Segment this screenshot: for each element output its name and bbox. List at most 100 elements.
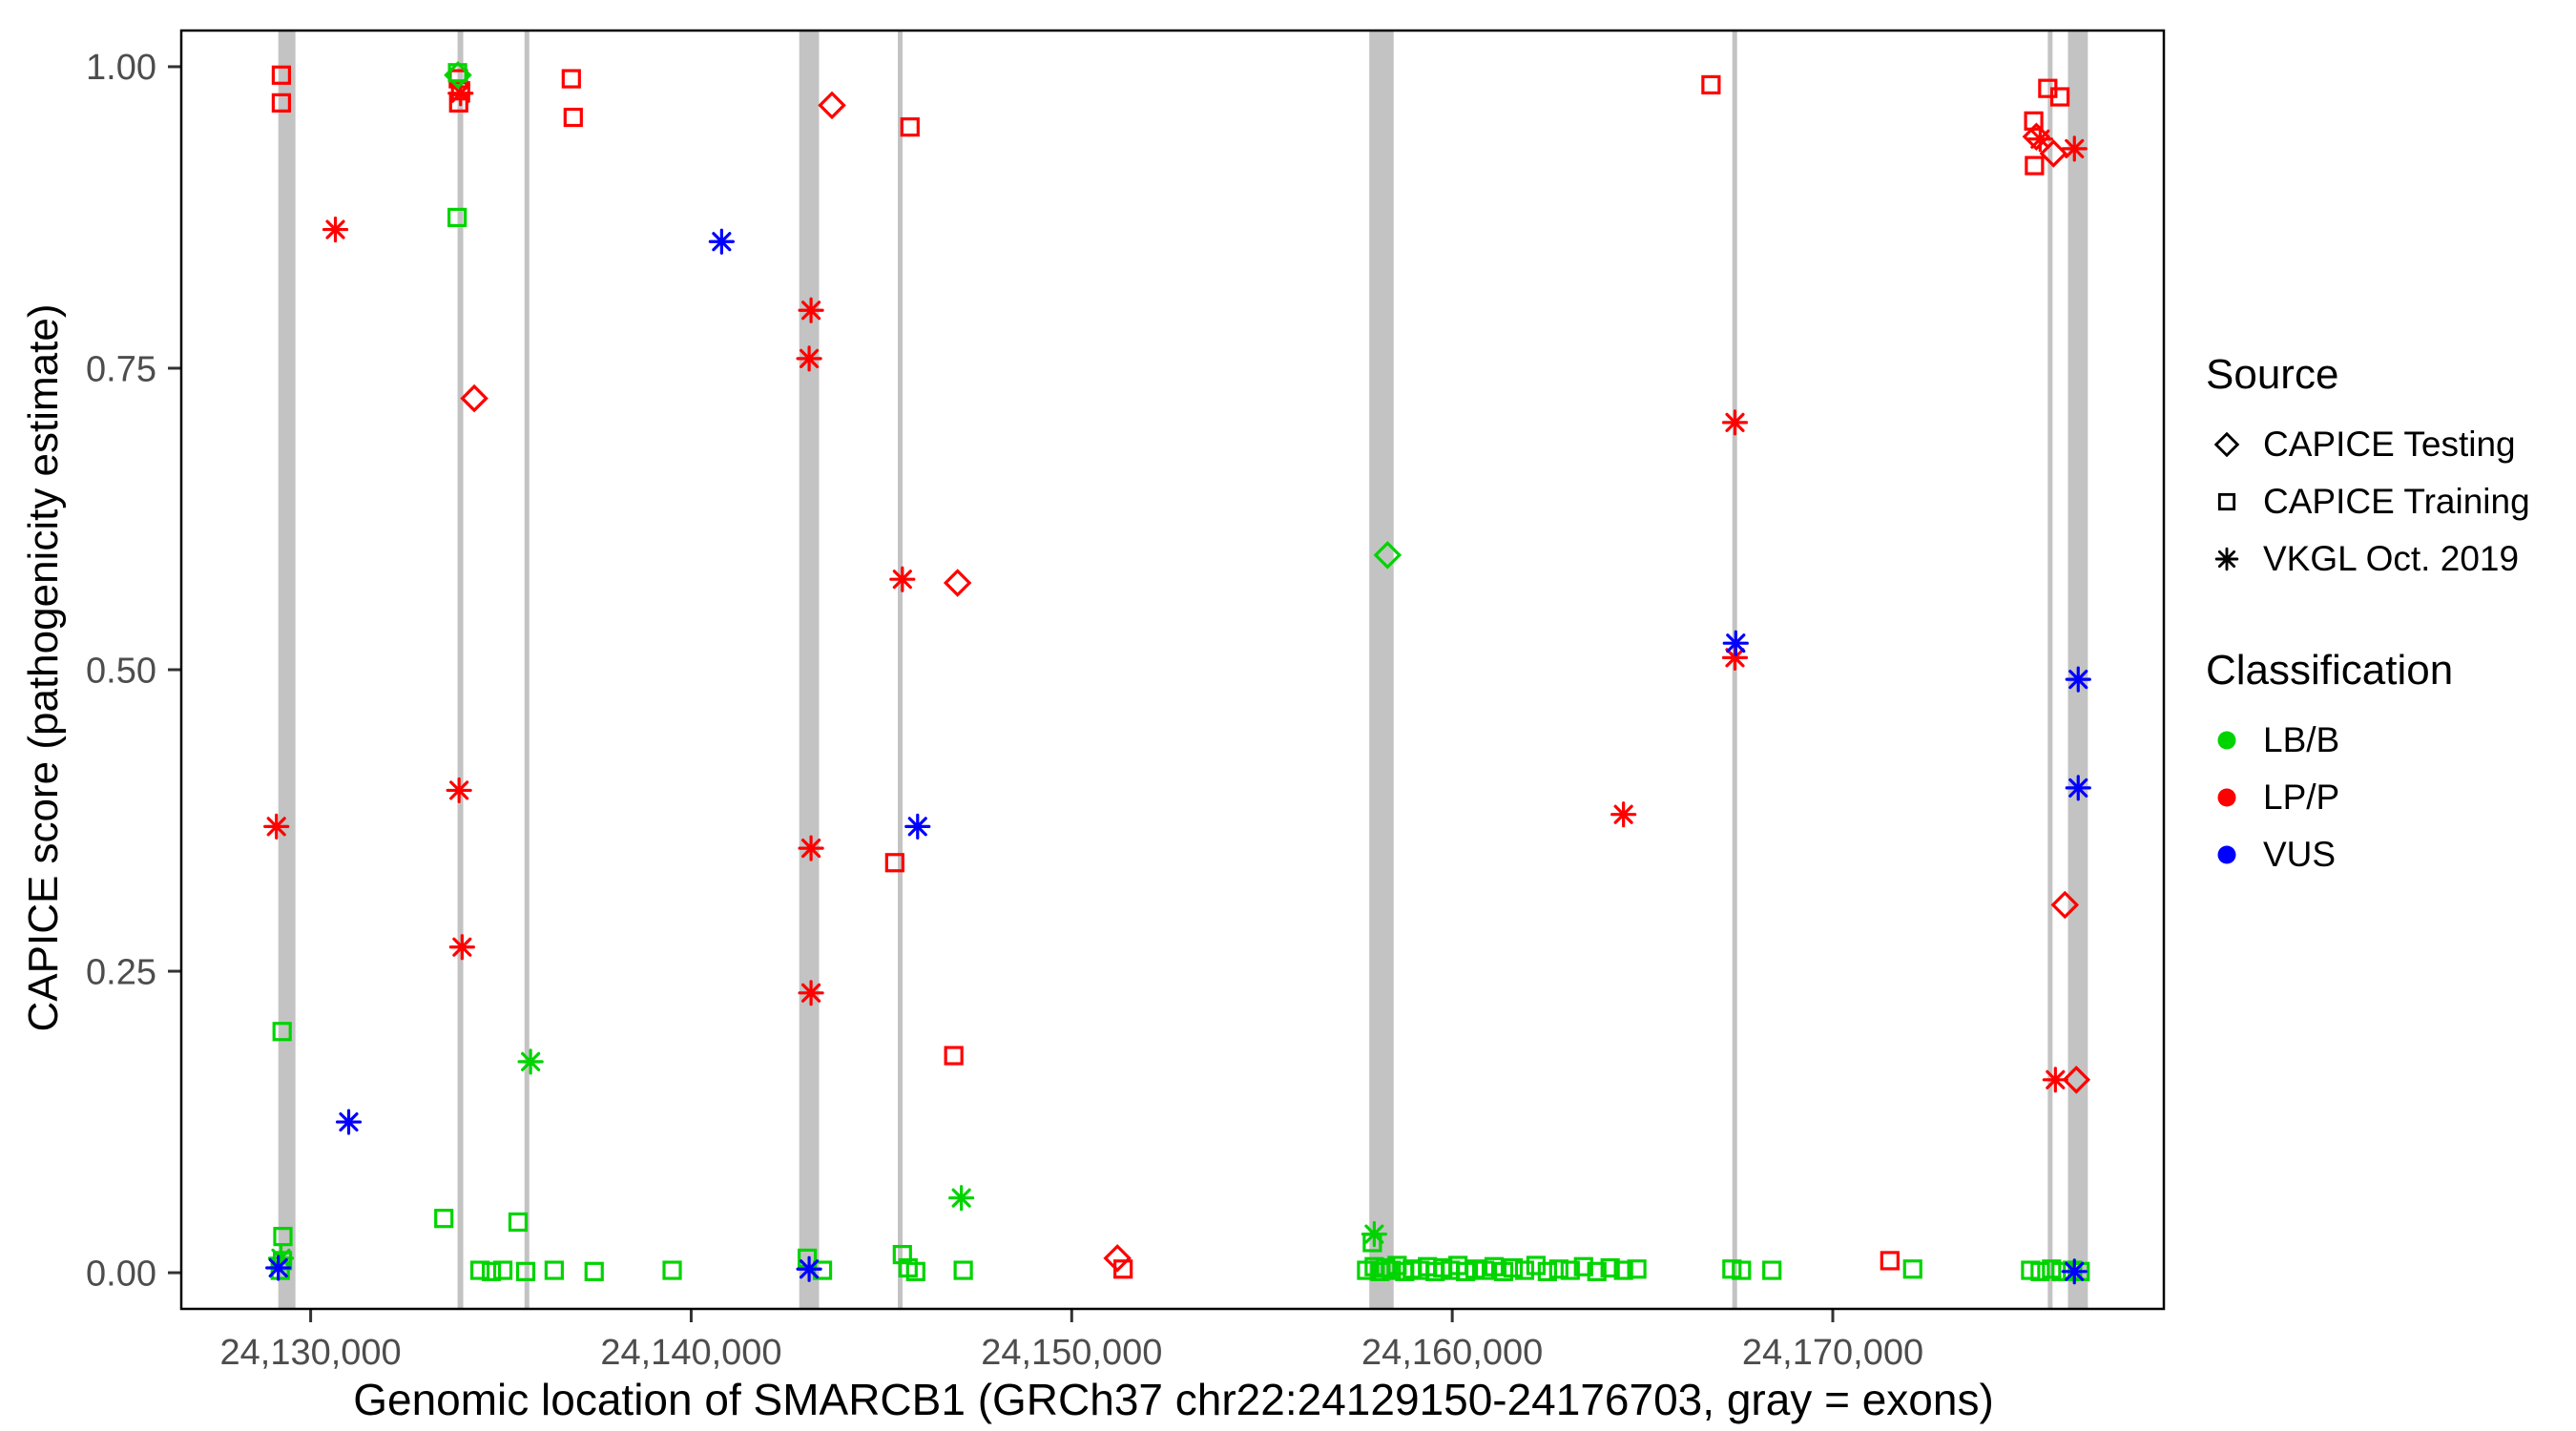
data-point-square [1732, 1260, 1752, 1280]
data-point-asterisk [708, 228, 735, 255]
data-point-square [2050, 87, 2070, 107]
series-LB/B-CAPICE Testing [444, 61, 1402, 570]
data-point-diamond [460, 384, 488, 413]
data-point-square [563, 107, 583, 128]
y-tick-label: 0.75 [86, 349, 156, 389]
data-point-asterisk [2214, 547, 2239, 571]
data-point-square [481, 1261, 502, 1281]
exon-bar [457, 31, 464, 1309]
data-point-square [272, 1022, 292, 1042]
data-point-square [1537, 1261, 1557, 1281]
data-point-square [492, 1260, 513, 1280]
series-LB/B-CAPICE Training [270, 63, 2090, 1281]
data-point-square [561, 69, 581, 89]
exon-bar [2047, 31, 2053, 1309]
data-point-square [1514, 1260, 1535, 1280]
data-point-circle [2217, 788, 2236, 807]
data-point-square [1113, 1259, 1133, 1279]
data-point-square [2030, 1261, 2050, 1281]
data-point-square [584, 1261, 604, 1281]
data-point-diamond [943, 569, 972, 597]
data-point-diamond [818, 91, 846, 120]
legend-item-label: LP/P [2263, 778, 2340, 817]
data-point-square [944, 1046, 964, 1066]
data-point-asterisk [322, 216, 349, 243]
data-point-asterisk [889, 566, 916, 592]
data-point-asterisk [798, 297, 824, 323]
data-point-asterisk [263, 813, 290, 840]
series-LP/P-VKGL Oct. 2019 [263, 80, 2088, 1093]
square-icon [2217, 492, 2236, 511]
legend-item-vus: VUS [2206, 834, 2530, 876]
y-tick-label: 0.00 [86, 1254, 156, 1294]
data-point-diamond [2050, 890, 2080, 920]
exon-bar [898, 31, 904, 1309]
data-point-square [1600, 1257, 1620, 1278]
data-point-diamond [1103, 1244, 1132, 1273]
data-point-square [1381, 1260, 1402, 1280]
series-LP/P-CAPICE Testing [460, 91, 2091, 1273]
legend-item-vkgl: VKGL Oct. 2019 [2206, 538, 2530, 580]
legend-item-label: VKGL Oct. 2019 [2263, 539, 2520, 578]
y-tick-label: 1.00 [86, 48, 156, 88]
data-point-square [2217, 492, 2236, 511]
exon-bar [1369, 31, 1394, 1309]
data-point-asterisk [2065, 775, 2091, 801]
data-point-asterisk [1721, 409, 1749, 436]
data-point-square [953, 1260, 973, 1280]
y-tick-label: 0.50 [86, 651, 156, 691]
y-tick-label: 0.25 [86, 952, 156, 992]
data-point-square [1902, 1259, 1922, 1279]
data-point-square [892, 1245, 912, 1265]
data-point-circle [2217, 845, 2236, 864]
data-point-square [884, 853, 904, 873]
x-axis-title: Genomic location of SMARCB1 (GRCh37 chr2… [353, 1375, 1994, 1424]
legend-item-label: LB/B [2263, 720, 2340, 759]
legend-group-classification: Classification LB/B LP/P VUS [2206, 647, 2530, 876]
data-point-square [1560, 1260, 1580, 1280]
data-point-square [1526, 1255, 1547, 1275]
data-point-asterisk [517, 1048, 544, 1075]
data-point-asterisk [1610, 801, 1637, 828]
data-point-square [1701, 74, 1721, 94]
data-point-square [447, 63, 467, 83]
data-point-asterisk [1361, 1221, 1387, 1248]
exon-bar [278, 31, 296, 1309]
data-point-square [2025, 156, 2045, 176]
data-point-asterisk [796, 1255, 822, 1282]
red-dot-icon [2217, 788, 2236, 807]
x-tick-label: 24,130,000 [220, 1333, 402, 1373]
data-point-asterisk [446, 777, 472, 804]
data-point-square [469, 1260, 490, 1280]
data-point-diamond [2022, 122, 2051, 152]
asterisk-icon [2214, 547, 2239, 571]
data-point-diamond [2062, 1066, 2091, 1094]
legend-item-lbb: LB/B [2206, 719, 2530, 761]
diamond-icon [2213, 431, 2240, 458]
data-point-circle [2217, 731, 2236, 750]
data-point-diamond [2039, 139, 2068, 168]
data-point-square [1613, 1260, 1633, 1280]
data-point-asterisk [904, 813, 931, 840]
data-point-asterisk [1722, 630, 1749, 656]
data-point-square [1762, 1260, 1782, 1280]
data-point-square [271, 65, 291, 85]
data-point-square [447, 207, 467, 228]
series-LP/P-CAPICE Training [271, 65, 2070, 1279]
legend-item-capice-testing: CAPICE Testing [2206, 424, 2530, 466]
data-point-square [271, 93, 291, 113]
data-point-asterisk [798, 980, 824, 1006]
x-tick-label: 24,170,000 [1742, 1333, 1923, 1373]
data-point-square [662, 1260, 682, 1280]
legend-item-lpp: LP/P [2206, 777, 2530, 819]
data-point-diamond [1373, 541, 1402, 570]
data-point-asterisk [2042, 1067, 2068, 1093]
series-VUS-VKGL Oct. 2019 [265, 228, 2091, 1285]
x-tick-label: 24,140,000 [600, 1333, 781, 1373]
data-point-asterisk [796, 345, 822, 372]
data-point-square [544, 1260, 564, 1280]
legend-classification-title: Classification [2206, 647, 2454, 694]
data-point-asterisk [2065, 666, 2091, 693]
